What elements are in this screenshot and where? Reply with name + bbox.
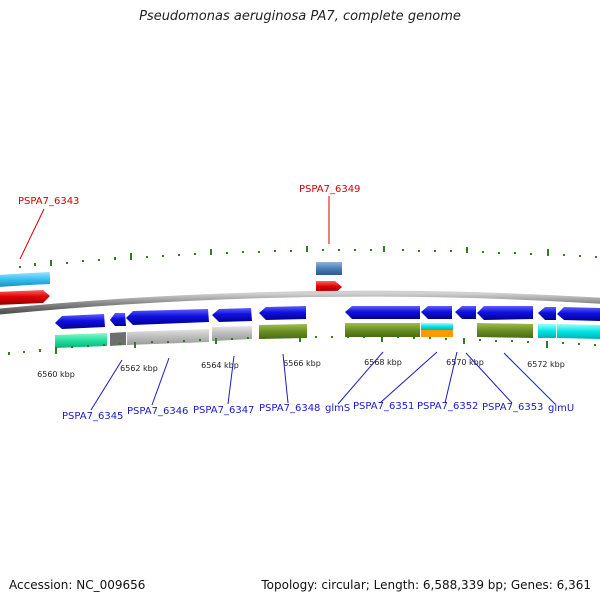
forward-gene-label-texts: PSPA7_6345 PSPA7_6346 PSPA7_6347 PSPA7_6… [62, 401, 574, 422]
label-leader-line [337, 351, 384, 405]
genome-summary-text: Topology: circular; Length: 6,588,339 bp… [261, 578, 591, 592]
cog-block [345, 323, 420, 337]
gene-label-PSPA7_6348[interactable]: PSPA7_6348 [259, 403, 320, 414]
gene-label-PSPA7_6343[interactable]: PSPA7_6343 [18, 196, 79, 207]
forward-gene [421, 306, 452, 319]
label-leader-line [19, 208, 45, 260]
accession-text: Accession: NC_009656 [9, 578, 146, 592]
forward-cog-track [55, 323, 600, 348]
label-leader-line [465, 352, 513, 404]
label-leader-line [444, 351, 458, 404]
scale-label: 6570 kbp [446, 358, 484, 367]
cog-block [557, 324, 600, 339]
scale-label: 6564 kbp [201, 361, 239, 370]
genome-backbone [0, 290, 600, 315]
outer-tick-ring [19, 246, 597, 268]
scale-label: 6562 kbp [120, 364, 158, 373]
label-leader-line [227, 355, 235, 405]
cog-block [421, 323, 453, 330]
cog-block [477, 323, 533, 338]
cog-block [0, 272, 50, 287]
label-leader-line [282, 353, 289, 404]
reverse-cog-track [0, 262, 342, 287]
gene-label-glmS[interactable]: glmS [325, 403, 350, 414]
forward-gene [110, 313, 126, 326]
reverse-gene [316, 281, 342, 293]
gene-label-PSPA7_6346[interactable]: PSPA7_6346 [127, 406, 188, 417]
gene-label-PSPA7_6347[interactable]: PSPA7_6347 [193, 405, 254, 416]
label-leader-line [90, 359, 123, 411]
cog-block [55, 333, 107, 348]
scale-label: 6560 kbp [37, 370, 75, 379]
reverse-gene-labels: PSPA7_6343 PSPA7_6349 [18, 184, 360, 260]
cog-block [421, 330, 453, 337]
label-leader-line [503, 352, 556, 405]
cog-block [212, 326, 252, 341]
forward-gene [538, 307, 556, 320]
cog-block [316, 262, 342, 275]
forward-gene [259, 306, 306, 320]
forward-gene-labels [90, 351, 556, 411]
label-leader-line [151, 357, 170, 406]
scale-label: 6566 kbp [283, 359, 321, 368]
forward-gene [455, 306, 476, 319]
forward-gene-track [55, 306, 600, 329]
map-title: Pseudomonas aeruginosa PA7, complete gen… [139, 9, 461, 24]
cog-block [259, 324, 307, 339]
cog-block [127, 329, 209, 345]
forward-gene [477, 306, 533, 320]
reverse-gene [0, 290, 50, 305]
forward-gene [345, 306, 420, 319]
forward-gene [212, 308, 252, 322]
gene-label-PSPA7_6352[interactable]: PSPA7_6352 [417, 401, 478, 412]
scale-label: 6568 kbp [364, 358, 402, 367]
inner-tick-ring [8, 336, 596, 355]
gene-label-glmU[interactable]: glmU [548, 403, 574, 414]
gene-label-PSPA7_6345[interactable]: PSPA7_6345 [62, 411, 123, 422]
gene-label-PSPA7_6351[interactable]: PSPA7_6351 [353, 401, 414, 412]
scale-labels: 6560 kbp 6562 kbp 6564 kbp 6566 kbp 6568… [37, 358, 565, 379]
gene-label-PSPA7_6353[interactable]: PSPA7_6353 [482, 402, 543, 413]
forward-gene [557, 307, 600, 321]
gene-label-PSPA7_6349[interactable]: PSPA7_6349 [299, 184, 360, 195]
cog-block [538, 324, 556, 338]
forward-gene [126, 309, 209, 325]
scale-label: 6572 kbp [527, 360, 565, 369]
forward-gene [55, 314, 105, 329]
label-leader-line [379, 351, 438, 404]
reverse-gene-track [0, 281, 342, 305]
cog-block [110, 332, 126, 346]
